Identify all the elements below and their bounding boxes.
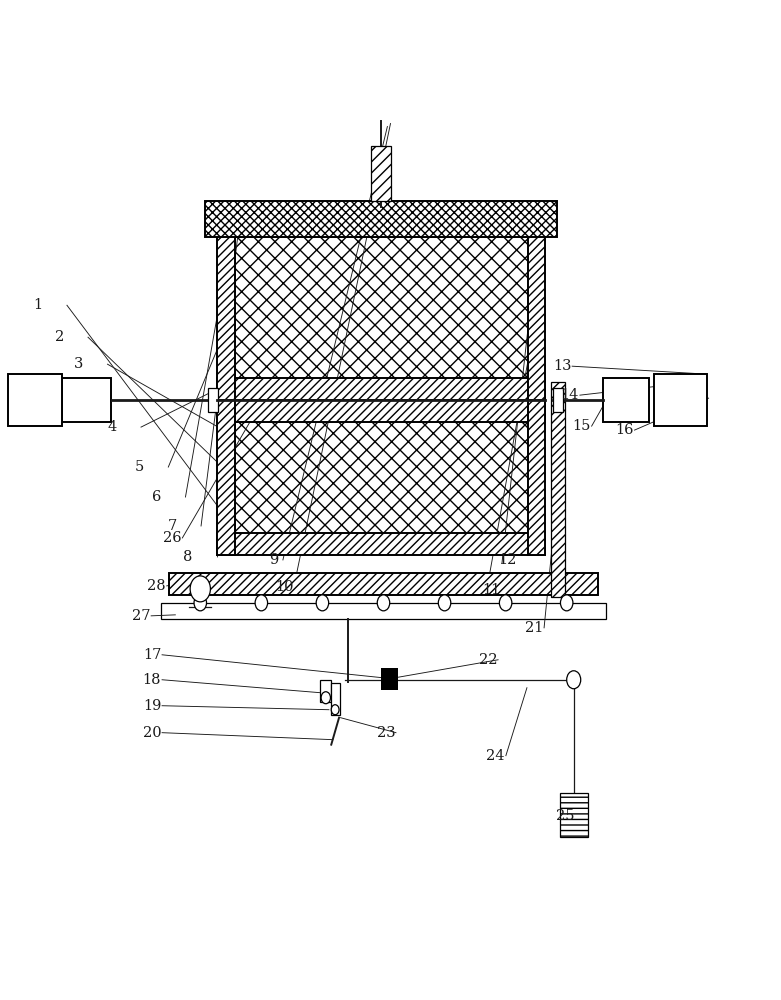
Circle shape: [316, 595, 329, 611]
Text: 14: 14: [561, 388, 579, 402]
Bar: [62, 378, 112, 422]
Bar: [9, 374, 62, 426]
Text: 15: 15: [572, 419, 590, 433]
Text: 5: 5: [135, 460, 144, 474]
Bar: [234, 237, 528, 378]
Bar: [217, 533, 545, 555]
Text: 3: 3: [74, 357, 84, 371]
Bar: [217, 400, 234, 555]
Text: 25: 25: [556, 809, 574, 823]
Bar: [654, 374, 707, 426]
Bar: [217, 378, 545, 400]
Text: 24: 24: [487, 749, 505, 763]
Text: 7: 7: [168, 519, 177, 533]
Circle shape: [377, 595, 390, 611]
Text: 20: 20: [143, 726, 161, 740]
Text: 13: 13: [553, 359, 571, 373]
Text: 18: 18: [143, 673, 161, 687]
Text: 28: 28: [148, 579, 166, 593]
Bar: [528, 215, 545, 400]
Circle shape: [499, 595, 512, 611]
Text: 23: 23: [376, 726, 395, 740]
Circle shape: [561, 595, 573, 611]
Bar: [205, 201, 558, 237]
Circle shape: [567, 671, 581, 689]
Circle shape: [194, 595, 206, 611]
Text: 16: 16: [615, 423, 633, 437]
Text: 19: 19: [143, 699, 161, 713]
Bar: [234, 422, 528, 533]
Text: 6: 6: [152, 490, 162, 504]
Text: 2: 2: [55, 330, 64, 344]
Bar: [208, 388, 218, 412]
Bar: [320, 680, 331, 702]
Circle shape: [331, 705, 339, 715]
Bar: [217, 215, 545, 237]
Circle shape: [190, 576, 210, 602]
Bar: [371, 146, 391, 201]
Text: 9: 9: [269, 553, 278, 567]
Bar: [331, 683, 340, 715]
Bar: [381, 668, 398, 690]
Bar: [528, 400, 545, 555]
Text: 21: 21: [525, 621, 543, 635]
Text: 8: 8: [183, 550, 192, 564]
Bar: [217, 215, 234, 400]
Bar: [551, 382, 565, 597]
Circle shape: [438, 595, 451, 611]
Bar: [604, 378, 648, 422]
Bar: [169, 573, 598, 595]
Text: 27: 27: [132, 609, 150, 623]
Text: 11: 11: [483, 583, 501, 597]
Text: 26: 26: [163, 531, 181, 545]
Text: 10: 10: [275, 580, 294, 594]
Circle shape: [321, 692, 330, 704]
Text: 1: 1: [34, 298, 43, 312]
Circle shape: [255, 595, 268, 611]
Text: 22: 22: [479, 653, 497, 667]
Text: 4: 4: [108, 420, 117, 434]
Text: 17: 17: [143, 648, 161, 662]
Text: 12: 12: [498, 553, 516, 567]
Bar: [217, 400, 545, 422]
Bar: [560, 793, 588, 837]
Bar: [162, 603, 606, 619]
Bar: [553, 388, 563, 412]
